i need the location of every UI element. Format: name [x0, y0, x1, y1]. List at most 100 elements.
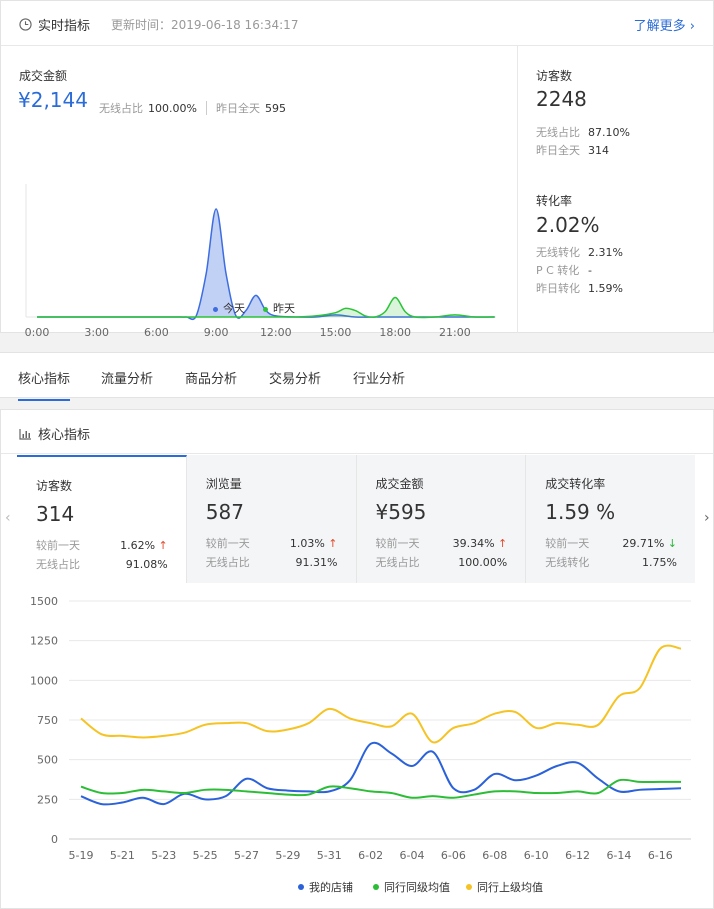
- x-tick-label: 3:00: [84, 326, 109, 336]
- x-tick-label: 6:00: [144, 326, 169, 336]
- legend-dot: [298, 884, 304, 890]
- card-value: 587: [205, 500, 244, 524]
- card-row-value: 39.34%: [452, 537, 495, 550]
- card-row-label: 较前一天: [36, 539, 80, 552]
- x-tick-label: 0:00: [25, 326, 50, 336]
- gmv-label: 成交金额: [19, 69, 68, 83]
- card-row-label: 无线转化: [545, 556, 590, 569]
- x-tick-label: 6-06: [441, 849, 466, 862]
- conversion-value: 2.02%: [536, 213, 600, 237]
- legend-label: 同行同级均值: [384, 881, 450, 894]
- visitors-wireless-value: 87.10%: [588, 126, 630, 139]
- legend-label: 同行上级均值: [477, 881, 543, 894]
- metric-card-conversion[interactable]: 成交转化率 1.59 % 较前一天 29.71% ↓ 无线转化 1.75%: [526, 455, 695, 583]
- y-tick-label: 1500: [30, 595, 58, 608]
- conv-row-value: 1.59%: [588, 282, 623, 295]
- tab-products[interactable]: 商品分析: [185, 372, 238, 387]
- gmv-section: 成交金额 ¥2,144 无线占比 100.00% 昨日全天 595 0:00 3:…: [1, 46, 517, 336]
- x-tick-label: 5-25: [193, 849, 218, 862]
- conv-row-value: -: [588, 264, 592, 277]
- y-tick-label: 1250: [30, 635, 58, 648]
- card-name: 浏览量: [205, 477, 242, 491]
- legend-item[interactable]: 昨天: [263, 300, 295, 316]
- card-row-value: 1.03%: [289, 537, 325, 550]
- card-row-value: 29.71%: [622, 537, 665, 550]
- y-tick-label: 1000: [30, 674, 58, 687]
- x-tick-label: 5-31: [317, 849, 342, 862]
- learn-more-text[interactable]: 了解更多: [633, 19, 686, 34]
- series-line: [80, 741, 682, 806]
- metric-card-pageviews[interactable]: 浏览量 587 较前一天 1.03% ↑ 无线占比 91.31%: [186, 455, 357, 583]
- series-line: [80, 644, 682, 744]
- core-header: 核心指标: [1, 410, 713, 454]
- card-row-label: 较前一天: [205, 537, 250, 550]
- x-tick-label: 6-02: [358, 849, 383, 862]
- metric-card-visitors[interactable]: 访客数 314 较前一天 1.62% ↑ 无线占比 91.08%: [17, 455, 187, 583]
- conversion-detail: 无线转化 2.31% P C 转化 - 昨日转化 1.59%: [536, 244, 623, 298]
- card-name: 成交金额: [375, 477, 424, 491]
- gmv-value: ¥2,144: [18, 88, 88, 112]
- core-title-text: 核心指标: [38, 428, 91, 443]
- visitors-detail: 无线占比 87.10% 昨日全天 314: [536, 124, 630, 160]
- legend-item[interactable]: 今天: [213, 300, 245, 316]
- legend-label: 昨天: [273, 302, 295, 315]
- realtime-chart: 0:00 3:00 6:00 9:00 12:00 15:00 18:00 21:00: [25, 184, 496, 336]
- legend-dot: [263, 306, 268, 312]
- x-tick-label: 15:00: [320, 326, 352, 336]
- x-tick-label: 5-19: [69, 849, 94, 862]
- x-tick-label: 6-08: [482, 849, 507, 862]
- card-name: 访客数: [36, 479, 73, 493]
- visitors-label: 访客数: [536, 69, 573, 83]
- tab-transactions[interactable]: 交易分析: [269, 372, 322, 387]
- gmv-wireless-value: 100.00%: [148, 101, 197, 115]
- y-tick-label: 750: [37, 714, 58, 727]
- realtime-legend: 今天 昨天: [213, 300, 295, 316]
- arrow-up-icon: ↑: [328, 537, 338, 550]
- card-row-label: 无线占比: [205, 556, 250, 569]
- bar-chart-icon: [19, 428, 31, 440]
- card-value: 314: [36, 502, 75, 526]
- x-tick-label: 5-21: [110, 849, 135, 862]
- visitors-yesterday-value: 314: [588, 144, 609, 157]
- chevron-right-icon[interactable]: ›: [704, 510, 710, 526]
- clock-icon: [19, 18, 32, 31]
- card-row-value: 91.08%: [125, 558, 168, 571]
- conv-row-value: 2.31%: [588, 246, 623, 259]
- metric-cards: 访客数 314 较前一天 1.62% ↑ 无线占比 91.08% 浏览量 587 较…: [17, 455, 695, 583]
- card-row-value: 91.31%: [295, 556, 338, 569]
- card-row-value: 1.62%: [120, 539, 156, 552]
- legend-dot: [373, 884, 379, 890]
- x-tick-label: 6-04: [400, 849, 425, 862]
- series-line: [36, 296, 495, 319]
- x-tick-label: 6-14: [606, 849, 631, 862]
- conversion-label: 转化率: [536, 194, 573, 208]
- conv-row-label: 无线转化: [536, 246, 580, 259]
- analysis-tabs: 核心指标 流量分析 商品分析 交易分析 行业分析: [0, 352, 714, 401]
- tab-traffic[interactable]: 流量分析: [101, 372, 154, 387]
- legend-dot: [213, 306, 218, 312]
- tab-core-metrics[interactable]: 核心指标: [18, 368, 71, 401]
- x-tick-label: 5-29: [275, 849, 300, 862]
- y-tick-label: 0: [51, 833, 58, 846]
- x-tick-label: 6-12: [565, 849, 590, 862]
- tab-industry[interactable]: 行业分析: [353, 372, 406, 387]
- legend-dot: [466, 884, 472, 890]
- card-row-value: 100.00%: [458, 556, 508, 569]
- conv-row-label: 昨日转化: [536, 282, 580, 295]
- x-tick-label: 9:00: [204, 326, 229, 336]
- arrow-up-icon: ↑: [498, 537, 508, 550]
- update-time: 更新时间：2019-06-18 16:34:17: [111, 18, 299, 32]
- x-tick-label: 18:00: [379, 326, 411, 336]
- visitors-wireless-label: 无线占比: [536, 126, 580, 139]
- legend-label: 我的店铺: [309, 880, 353, 894]
- metric-card-gmv[interactable]: 成交金额 ¥595 较前一天 39.34% ↑ 无线占比 100.00%: [356, 455, 527, 583]
- core-metrics-panel: 核心指标 ‹ › 访客数 314 较前一天 1.62% ↑ 无线占比 91.08% …: [0, 409, 714, 909]
- card-row-label: 较前一天: [545, 537, 590, 550]
- card-value: 1.59 %: [545, 500, 616, 524]
- learn-more-link[interactable]: 了解更多 ›: [634, 15, 695, 34]
- visitors-value: 2248: [536, 87, 587, 111]
- card-name: 成交转化率: [545, 477, 606, 491]
- realtime-title-text: 实时指标: [38, 19, 91, 34]
- gmv-meta: 无线占比 100.00% 昨日全天 595: [99, 100, 286, 116]
- chevron-left-icon[interactable]: ‹: [5, 510, 11, 526]
